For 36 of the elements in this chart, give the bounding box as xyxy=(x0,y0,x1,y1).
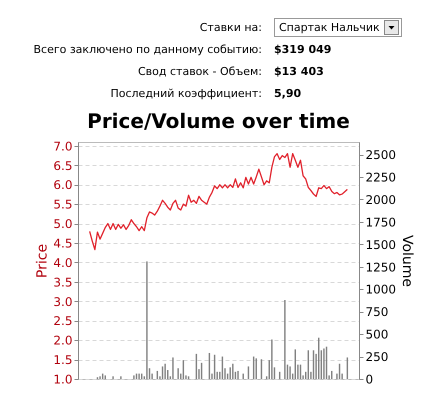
y2-tick-label: 1750 xyxy=(366,215,396,230)
y-tick-label: 4.0 xyxy=(53,256,72,270)
chart-title: Price/Volume over time xyxy=(87,108,350,133)
y2-tick-label: 2000 xyxy=(366,192,396,207)
y-tick-label: 5.0 xyxy=(53,217,72,232)
y2-tick-label: 1000 xyxy=(366,282,396,297)
text: Последний коэффициент: xyxy=(109,86,263,100)
y-tick-label: 6.5 xyxy=(53,158,72,173)
y2-tick-label: 2500 xyxy=(366,148,396,162)
y-tick-label: 3.5 xyxy=(53,275,72,290)
text: Ставки на: xyxy=(198,20,263,34)
y-axis-title: Price xyxy=(34,244,50,278)
y-tick-label: 3.0 xyxy=(53,294,72,309)
text: 5,90 xyxy=(274,86,302,100)
text: Спартак Нальчик xyxy=(279,20,380,34)
y2-tick-label: 1500 xyxy=(366,238,396,252)
text: $13 403 xyxy=(274,64,324,78)
y-tick-label: 6.0 xyxy=(53,178,72,192)
y-tick-label: 1.0 xyxy=(53,372,72,386)
y2-tick-label: 750 xyxy=(366,305,388,320)
y-tick-label: 2.5 xyxy=(53,314,72,328)
y2-tick-label: 2250 xyxy=(366,170,396,185)
y-tick-label: 2.0 xyxy=(53,334,72,348)
y-tick-label: 1.5 xyxy=(53,353,72,368)
line-series xyxy=(89,153,348,250)
text: Всего заключено по данному событию: xyxy=(32,42,263,56)
y2-tick-label: 500 xyxy=(366,328,388,342)
text: $319 049 xyxy=(274,42,332,56)
text: Свод ставок - Объем: xyxy=(137,64,263,78)
y-tick-label: 7.0 xyxy=(53,139,72,154)
y2-tick-label: 1250 xyxy=(366,260,396,274)
y2-axis-title: Volume xyxy=(399,234,416,288)
y-tick-label: 5.5 xyxy=(53,198,72,212)
y2-tick-label: 0 xyxy=(366,372,374,386)
y-tick-label: 4.5 xyxy=(53,236,72,251)
y2-tick-label: 250 xyxy=(366,350,388,364)
